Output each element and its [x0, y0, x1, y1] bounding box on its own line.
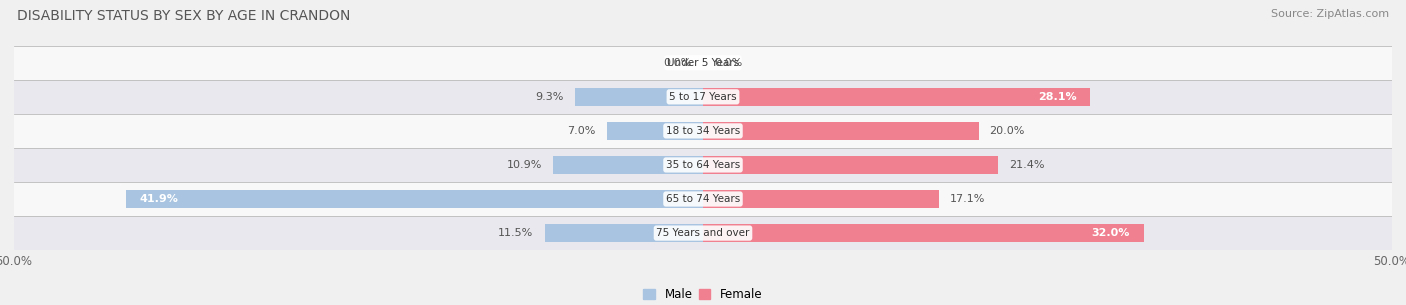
Bar	[14, 80, 1392, 114]
Bar	[575, 88, 703, 106]
Text: 5 to 17 Years: 5 to 17 Years	[669, 92, 737, 102]
Bar	[125, 190, 703, 208]
Bar	[14, 114, 1392, 148]
Bar	[703, 190, 939, 208]
Bar	[703, 156, 998, 174]
Bar	[553, 156, 703, 174]
Bar	[703, 122, 979, 140]
Text: 0.0%: 0.0%	[664, 58, 692, 68]
Text: 20.0%: 20.0%	[990, 126, 1025, 136]
Bar	[14, 182, 1392, 216]
Text: 9.3%: 9.3%	[536, 92, 564, 102]
Text: Under 5 Years: Under 5 Years	[666, 58, 740, 68]
Text: 10.9%: 10.9%	[506, 160, 541, 170]
Text: 65 to 74 Years: 65 to 74 Years	[666, 194, 740, 204]
Text: 75 Years and over: 75 Years and over	[657, 228, 749, 238]
Bar	[703, 88, 1090, 106]
Text: Source: ZipAtlas.com: Source: ZipAtlas.com	[1271, 9, 1389, 19]
Text: 18 to 34 Years: 18 to 34 Years	[666, 126, 740, 136]
Text: 11.5%: 11.5%	[498, 228, 533, 238]
Text: 0.0%: 0.0%	[714, 58, 742, 68]
Bar	[14, 148, 1392, 182]
Text: 21.4%: 21.4%	[1010, 160, 1045, 170]
Legend: Male, Female: Male, Female	[638, 283, 768, 305]
Text: 28.1%: 28.1%	[1038, 92, 1077, 102]
Text: 35 to 64 Years: 35 to 64 Years	[666, 160, 740, 170]
Bar	[14, 46, 1392, 80]
Text: 41.9%: 41.9%	[139, 194, 179, 204]
Bar	[606, 122, 703, 140]
Bar	[14, 216, 1392, 250]
Text: 17.1%: 17.1%	[949, 194, 986, 204]
Text: 7.0%: 7.0%	[567, 126, 596, 136]
Text: 32.0%: 32.0%	[1092, 228, 1130, 238]
Bar	[703, 224, 1144, 242]
Bar	[544, 224, 703, 242]
Text: DISABILITY STATUS BY SEX BY AGE IN CRANDON: DISABILITY STATUS BY SEX BY AGE IN CRAND…	[17, 9, 350, 23]
